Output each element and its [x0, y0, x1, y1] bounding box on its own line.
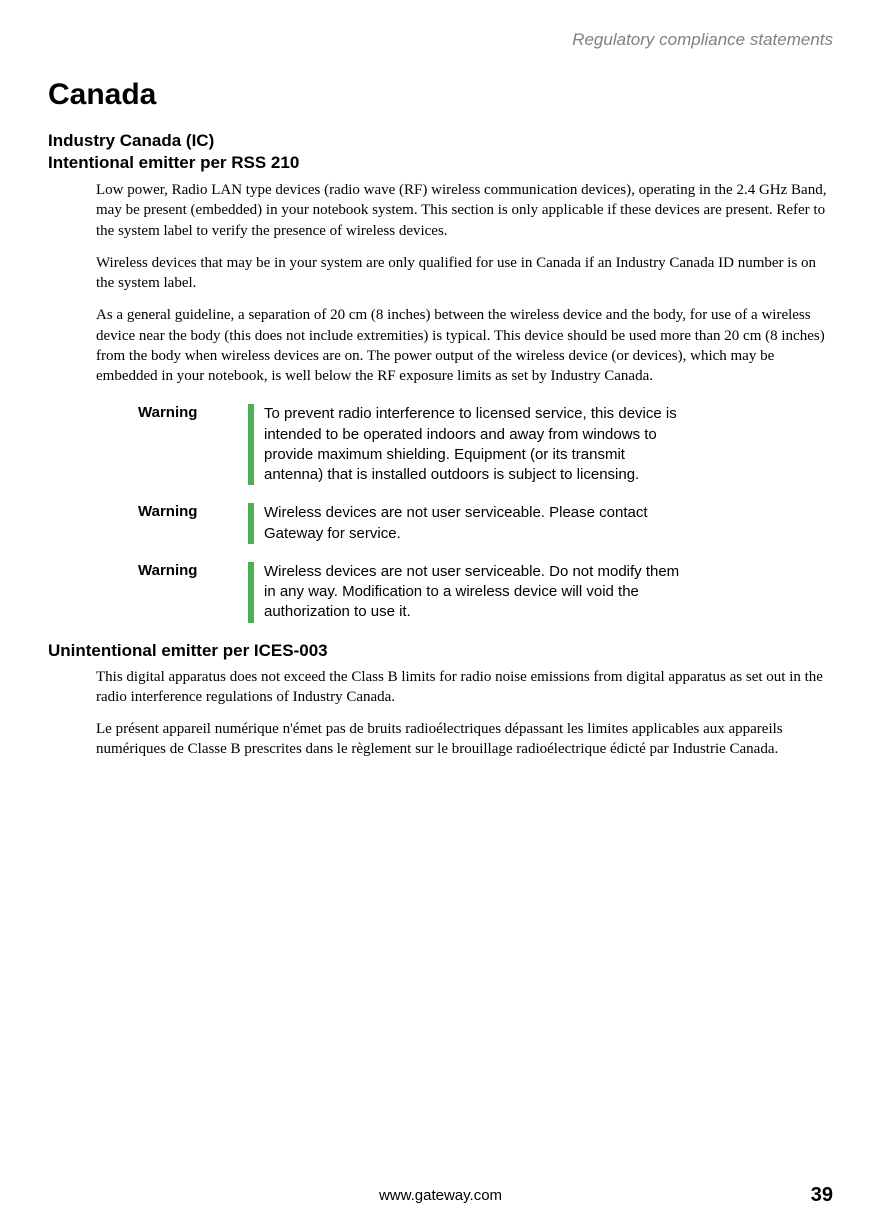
- warning-label: Warning: [138, 503, 248, 520]
- section2-paragraph-2: Le présent appareil numérique n'émet pas…: [96, 719, 833, 760]
- paragraph-3: As a general guideline, a separation of …: [96, 305, 833, 386]
- warning-text: Wireless devices are not user serviceabl…: [264, 503, 684, 544]
- warning-bar-icon: [248, 404, 254, 485]
- header-section-title: Regulatory compliance statements: [48, 30, 833, 50]
- page-title: Canada: [48, 78, 833, 112]
- warning-block-1: Warning To prevent radio interference to…: [138, 404, 833, 485]
- warning-label: Warning: [138, 562, 248, 579]
- footer-url: www.gateway.com: [379, 1187, 502, 1204]
- warning-block-2: Warning Wireless devices are not user se…: [138, 503, 833, 544]
- footer-page-number: 39: [811, 1184, 833, 1207]
- subheading-ic: Industry Canada (IC) Intentional emitter…: [48, 130, 833, 174]
- warning-bar-icon: [248, 562, 254, 623]
- warning-text: Wireless devices are not user serviceabl…: [264, 562, 684, 623]
- subheading-line1: Industry Canada (IC): [48, 131, 214, 150]
- warning-bar-icon: [248, 503, 254, 544]
- paragraph-2: Wireless devices that may be in your sys…: [96, 253, 833, 294]
- warning-block-3: Warning Wireless devices are not user se…: [138, 562, 833, 623]
- warning-label: Warning: [138, 404, 248, 421]
- section-heading-ices: Unintentional emitter per ICES-003: [48, 641, 833, 661]
- section2-paragraph-1: This digital apparatus does not exceed t…: [96, 667, 833, 708]
- subheading-line2: Intentional emitter per RSS 210: [48, 153, 299, 172]
- paragraph-1: Low power, Radio LAN type devices (radio…: [96, 180, 833, 241]
- warning-text: To prevent radio interference to license…: [264, 404, 684, 485]
